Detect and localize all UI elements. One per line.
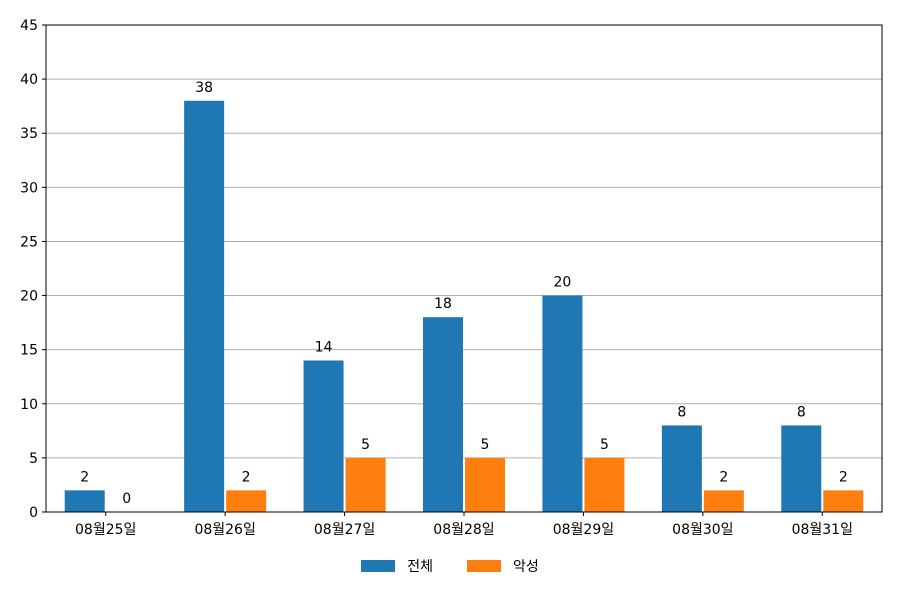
y-tick-label: 35 xyxy=(20,126,38,142)
data-label: 2 xyxy=(719,469,728,485)
x-tick-label: 08월27일 xyxy=(314,522,375,538)
data-label: 0 xyxy=(122,491,131,507)
x-tick-label: 08월30일 xyxy=(672,522,733,538)
bar-total xyxy=(303,360,344,512)
data-label: 38 xyxy=(195,80,213,96)
bar-malicious xyxy=(823,490,864,512)
bar-malicious xyxy=(226,490,267,512)
data-label: 5 xyxy=(600,437,609,453)
legend-swatch-malicious xyxy=(467,560,501,572)
y-tick-label: 0 xyxy=(29,505,38,521)
bar-malicious xyxy=(584,457,625,512)
data-label: 2 xyxy=(839,469,848,485)
bar-total xyxy=(423,317,463,512)
y-tick-label: 30 xyxy=(20,180,38,196)
data-label: 2 xyxy=(80,469,89,485)
y-tick-label: 45 xyxy=(20,18,38,34)
y-tick-label: 25 xyxy=(20,234,38,250)
plot-frame xyxy=(45,24,883,513)
y-tick-label: 15 xyxy=(20,343,38,359)
data-label: 2 xyxy=(242,469,251,485)
y-tick-label: 5 xyxy=(29,451,38,467)
legend-label-total: 전체 xyxy=(407,559,433,575)
x-tick-label: 08월31일 xyxy=(792,522,853,538)
bar-total xyxy=(781,425,822,512)
data-label: 5 xyxy=(361,437,370,453)
legend: 전체 악성 xyxy=(0,556,900,576)
data-label: 8 xyxy=(797,404,806,420)
legend-item-total: 전체 xyxy=(361,556,433,576)
data-label: 5 xyxy=(481,437,490,453)
y-tick-label: 40 xyxy=(20,72,38,88)
x-tick-label: 08월29일 xyxy=(553,522,614,538)
data-label: 8 xyxy=(677,404,686,420)
y-tick-label: 20 xyxy=(20,289,38,305)
bar-total xyxy=(542,295,583,512)
bar-malicious xyxy=(345,457,386,512)
data-label: 20 xyxy=(554,275,572,291)
bar-malicious xyxy=(465,457,505,512)
x-tick-label: 08월26일 xyxy=(194,522,255,538)
bar-malicious xyxy=(703,490,744,512)
bar-total xyxy=(661,425,702,512)
legend-swatch-total xyxy=(361,560,396,572)
x-tick-label: 08월25일 xyxy=(75,522,136,538)
data-label: 14 xyxy=(315,339,333,355)
legend-label-malicious: 악성 xyxy=(513,559,539,575)
bar-total xyxy=(64,490,105,512)
y-tick-label: 10 xyxy=(20,397,38,413)
bar-total xyxy=(184,100,225,512)
x-tick-label: 08월28일 xyxy=(433,522,494,538)
legend-item-malicious: 악성 xyxy=(467,556,539,576)
data-label: 18 xyxy=(434,296,452,312)
